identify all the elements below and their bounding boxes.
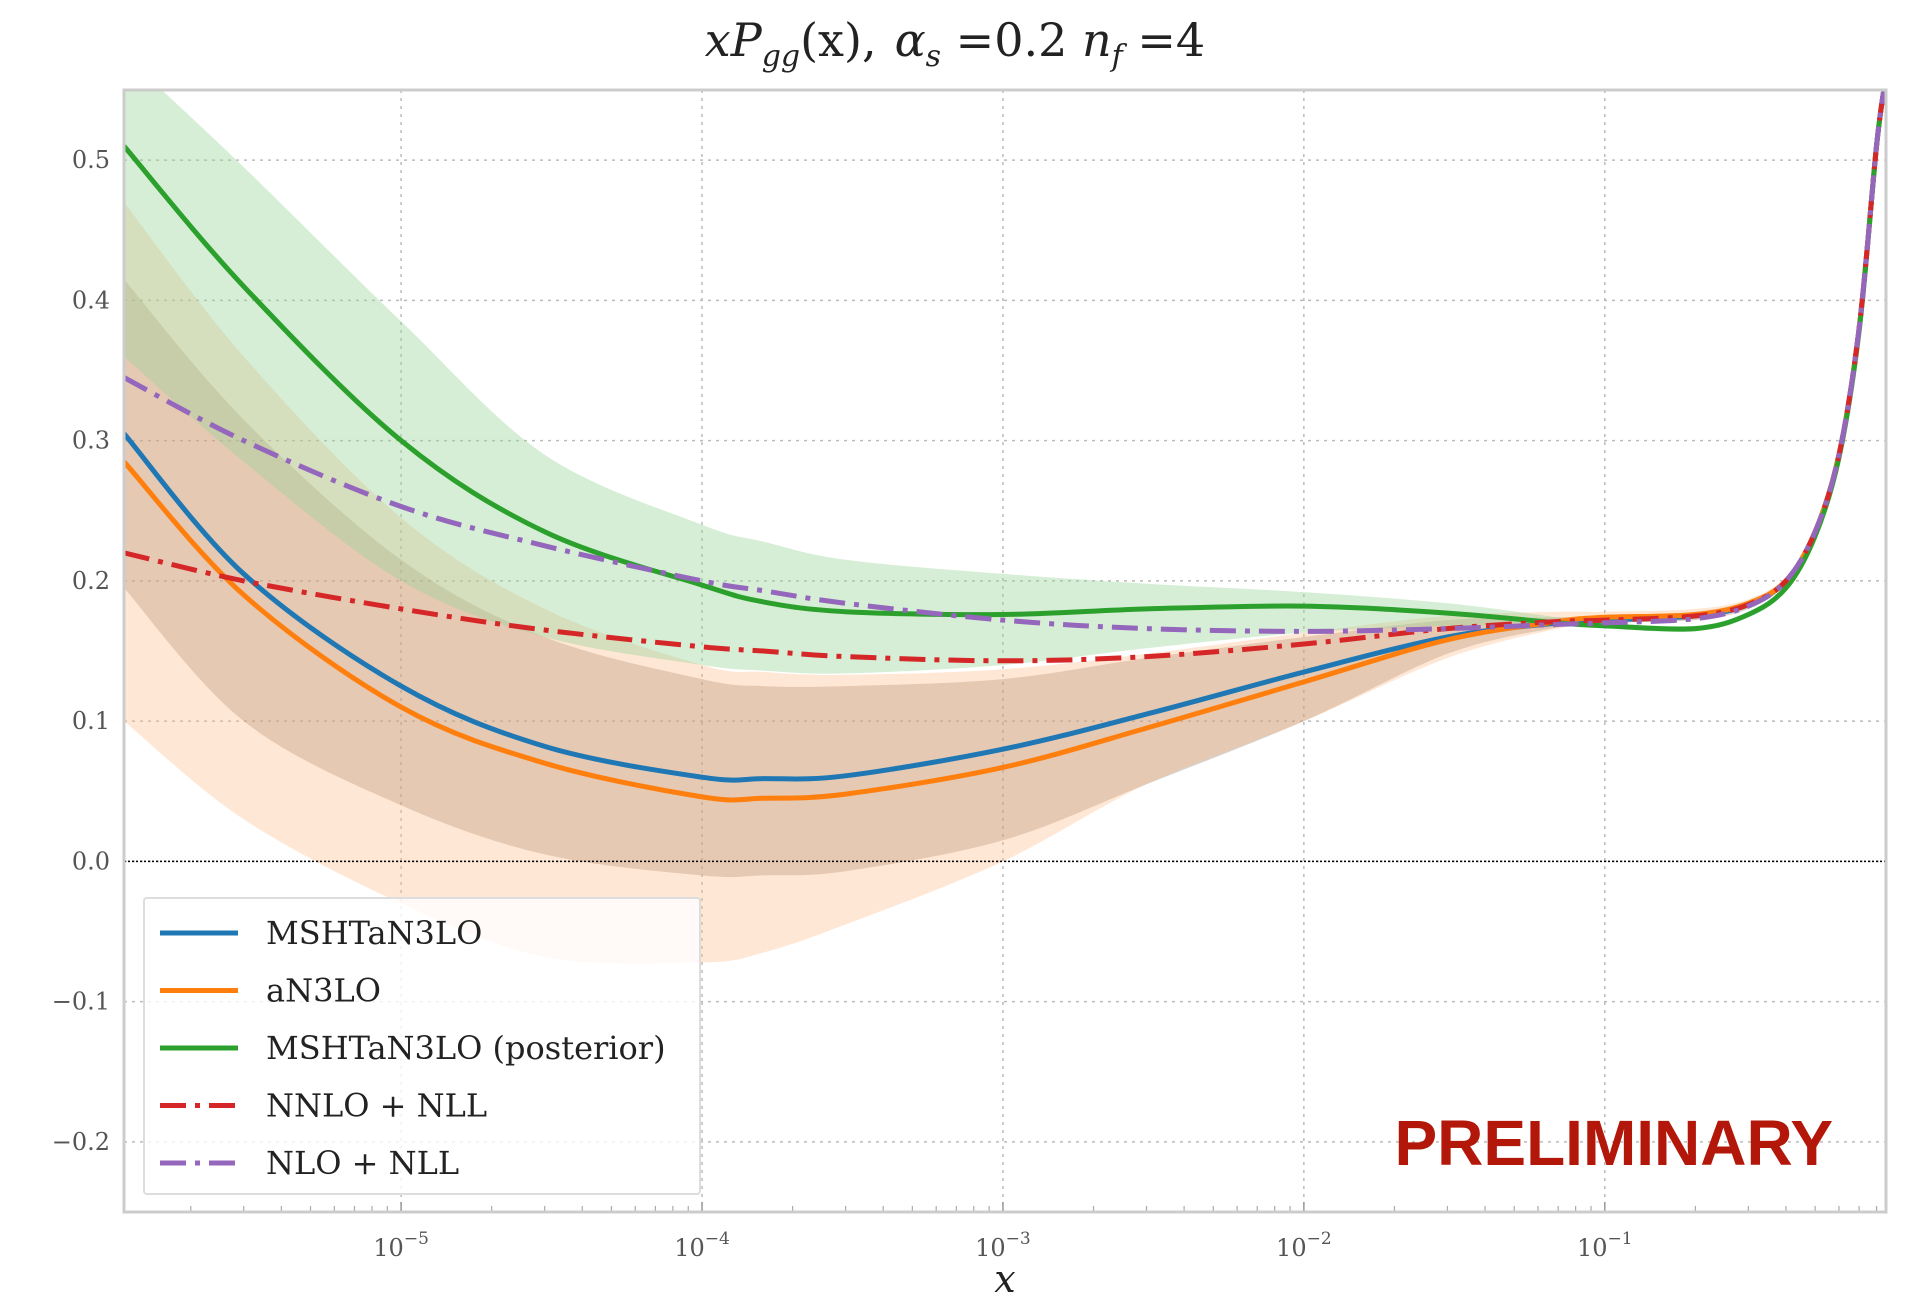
legend: MSHTaN3LO aN3LO MSHTaN3LO (posterior) NNLO … [143,897,701,1195]
y-tick-label: 0.0 [72,847,110,875]
legend-box [143,897,701,1195]
y-tick-label: −0.2 [52,1128,110,1156]
legend-label: MSHTaN3LO [266,914,482,952]
y-tick-label: 0.3 [72,427,110,455]
legend-label: NLO + NLL [266,1144,459,1182]
y-tick-label: 0.2 [72,567,110,595]
legend-label: aN3LO [266,972,381,1010]
plot-frame [122,88,1888,1214]
y-tick-label: 0.4 [72,286,110,314]
preliminary-watermark: PRELIMINARY [1394,1107,1833,1179]
x-tick-label: 10−4 [674,1229,730,1262]
tick-labels: 0.5 0.4 0.3 0.2 0.1 0.0 −0.1 −0.2 10−5 10−4 10−3 10… [52,146,1633,1262]
legend-label: NNLO + NLL [266,1087,487,1125]
chart-title: xPgg(x), αs =0.2 nf =4 [705,13,1205,74]
x-tick-label: 10−3 [975,1229,1031,1262]
y-tick-label: 0.1 [72,707,110,735]
band-1 [124,90,1885,878]
x-tick-label: 10−5 [373,1229,429,1262]
series-line-5 [124,90,1886,634]
y-tick-label: 0.5 [72,146,110,174]
series-lines [124,90,1886,803]
band-3 [124,90,1885,674]
legend-label: MSHTaN3LO (posterior) [266,1029,666,1067]
y-tick-label: −0.1 [52,988,110,1016]
x-tick-label: 10−1 [1577,1229,1633,1262]
uncertainty-bands [124,90,1885,964]
x-axis-label: x [994,1257,1015,1301]
band-2 [124,90,1885,964]
x-tick-label: 10−2 [1276,1229,1332,1262]
